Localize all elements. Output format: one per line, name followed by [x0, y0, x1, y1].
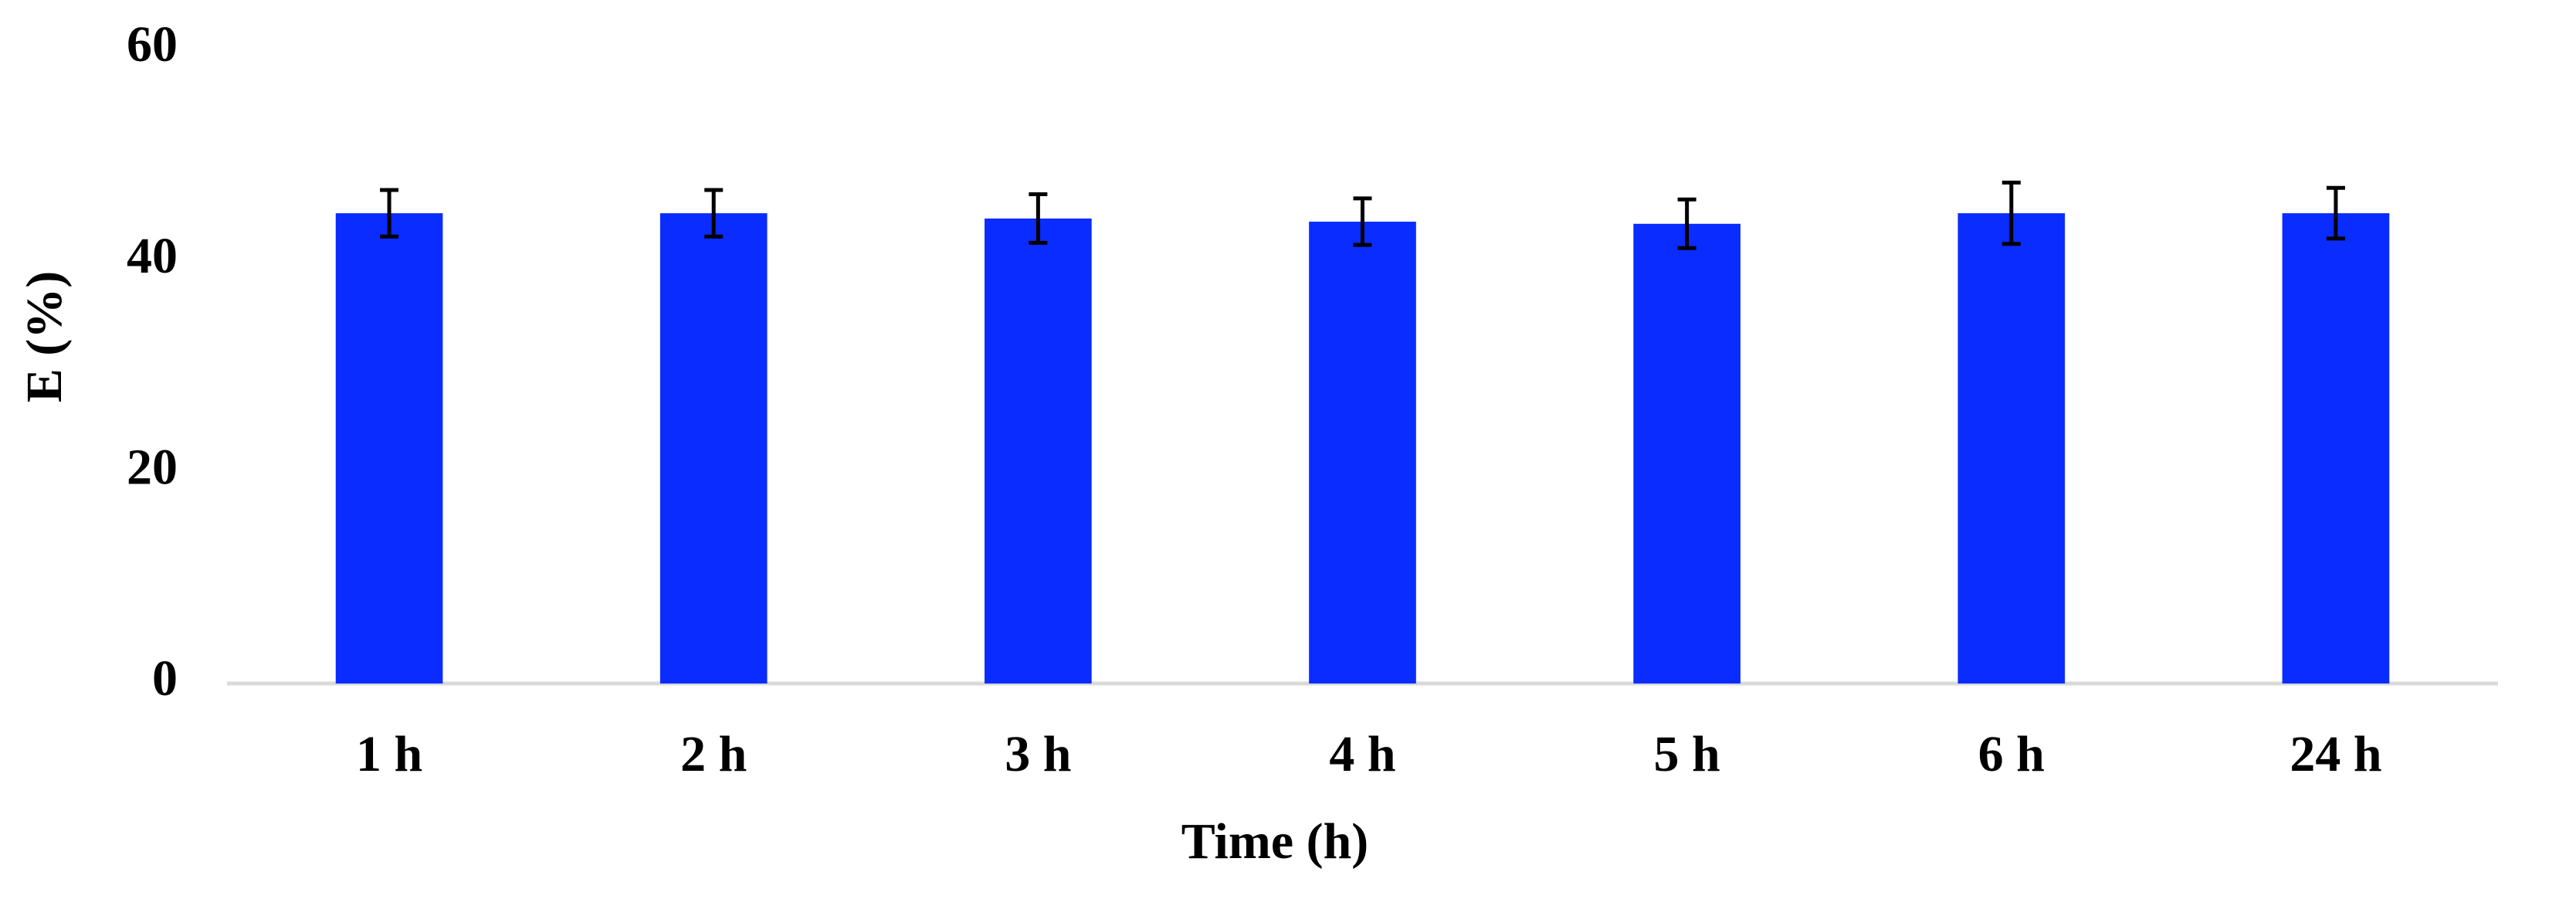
error-bar [380, 188, 399, 239]
bar [2282, 213, 2390, 684]
x-tick-label: 5 h [1654, 726, 1720, 782]
x-tick-label: 1 h [356, 726, 422, 782]
x-tick-label: 3 h [1005, 726, 1071, 782]
y-tick-label: 40 [127, 228, 178, 284]
bar [1309, 222, 1416, 684]
y-axis-title: E (%) [16, 271, 73, 402]
x-axis-title: Time (h) [1181, 813, 1369, 870]
bar [1957, 213, 2066, 684]
x-tick-label: 4 h [1329, 726, 1395, 782]
error-bar [1029, 192, 1048, 245]
bar [335, 213, 443, 684]
y-tick-label: 60 [127, 16, 178, 73]
x-tick-label: 24 h [2290, 726, 2381, 782]
error-bar [1677, 197, 1696, 250]
error-bar [704, 188, 724, 239]
bar [1633, 223, 1740, 684]
y-tick-label: 20 [127, 439, 178, 495]
x-tick-label: 2 h [680, 726, 747, 782]
bar [985, 218, 1092, 684]
error-bar [2001, 180, 2021, 246]
error-bar [1353, 196, 1372, 247]
error-bar [2326, 185, 2345, 241]
bar [659, 213, 768, 684]
x-tick-label: 6 h [1978, 726, 2045, 782]
y-tick-label: 0 [152, 650, 178, 707]
